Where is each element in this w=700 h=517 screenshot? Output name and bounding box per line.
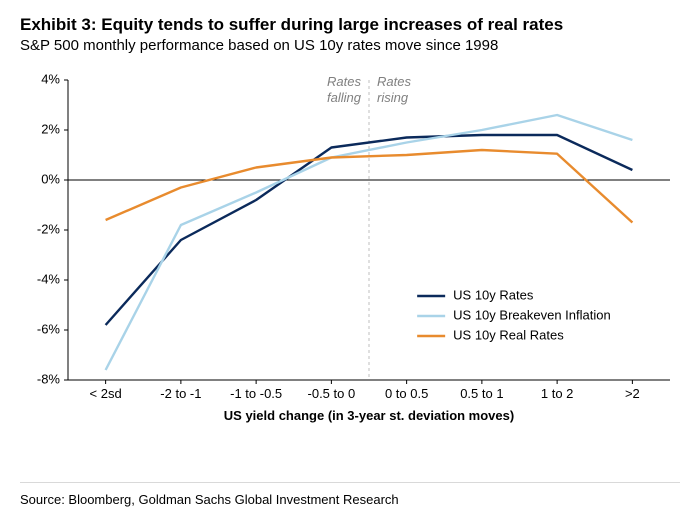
x-tick-label: -0.5 to 0 xyxy=(308,386,356,401)
exhibit-title: Exhibit 3: Equity tends to suffer during… xyxy=(20,14,680,35)
y-tick-label: -8% xyxy=(37,371,61,386)
chart-svg: -8%-6%-4%-2%0%2%4%RatesfallingRatesrisin… xyxy=(20,70,680,450)
x-tick-label: 1 to 2 xyxy=(541,386,574,401)
x-axis-label: US yield change (in 3-year st. deviation… xyxy=(224,408,514,423)
annot-rates-rising: rising xyxy=(377,90,409,105)
y-tick-label: -6% xyxy=(37,321,61,336)
line-chart: -8%-6%-4%-2%0%2%4%RatesfallingRatesrisin… xyxy=(20,70,680,450)
exhibit-subtitle: S&P 500 monthly performance based on US … xyxy=(20,37,680,56)
legend-label: US 10y Breakeven Inflation xyxy=(453,307,611,322)
x-tick-label: 0.5 to 1 xyxy=(460,386,503,401)
x-tick-label: < 2sd xyxy=(90,386,122,401)
x-tick-label: -1 to -0.5 xyxy=(230,386,282,401)
y-tick-label: 2% xyxy=(41,121,60,136)
y-tick-label: -4% xyxy=(37,271,61,286)
x-tick-label: -2 to -1 xyxy=(160,386,201,401)
legend-label: US 10y Real Rates xyxy=(453,327,564,342)
source-line: Source: Bloomberg, Goldman Sachs Global … xyxy=(20,492,399,507)
annot-rates-rising: Rates xyxy=(377,74,411,89)
y-tick-label: 0% xyxy=(41,171,60,186)
legend-label: US 10y Rates xyxy=(453,287,534,302)
footer-divider xyxy=(20,482,680,483)
y-tick-label: -2% xyxy=(37,221,61,236)
annot-rates-falling: Rates xyxy=(327,74,361,89)
y-tick-label: 4% xyxy=(41,71,60,86)
x-tick-label: >2 xyxy=(625,386,640,401)
annot-rates-falling: falling xyxy=(327,90,362,105)
x-tick-label: 0 to 0.5 xyxy=(385,386,428,401)
exhibit-page: Exhibit 3: Equity tends to suffer during… xyxy=(0,0,700,517)
